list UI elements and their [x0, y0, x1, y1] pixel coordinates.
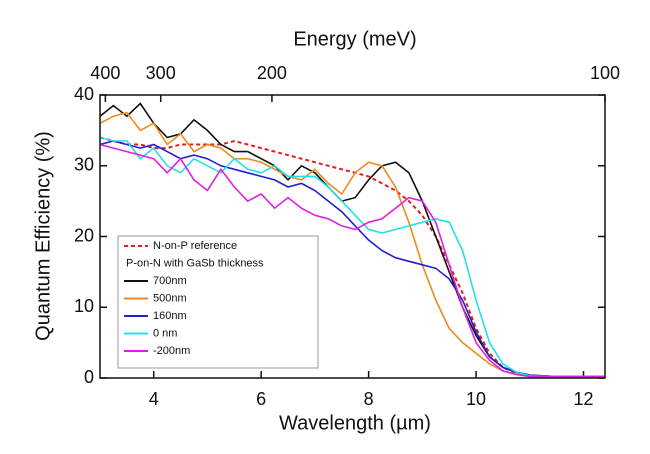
x2-tick-label: 300: [146, 63, 176, 83]
data-line: [99, 136, 605, 378]
legend-label: N-on-P reference: [153, 240, 237, 252]
legend-label: -200nm: [153, 345, 190, 357]
x2-tick-label: 200: [257, 63, 287, 83]
x-tick-label: 10: [466, 389, 486, 409]
legend: N-on-P reference P-on-N with GaSb thickne…: [117, 235, 319, 369]
data-line: [99, 111, 605, 378]
x-tick-label: 8: [364, 389, 374, 409]
y-tick-label: 30: [74, 155, 94, 175]
legend-label: 700nm: [153, 275, 187, 287]
data-line: [99, 136, 605, 378]
x-axis-label: Wavelength (µm): [279, 412, 431, 434]
y-axis-label: Quantum Efficiency (%): [32, 131, 54, 341]
x-tick-label: 12: [573, 389, 593, 409]
y-tick-label: 10: [74, 296, 94, 316]
data-line: [99, 143, 605, 378]
y-tick-label: 20: [74, 225, 94, 245]
x-tick-label: 6: [256, 389, 266, 409]
legend-title: P-on-N with GaSb thickness: [126, 257, 264, 269]
legend-label: 0 nm: [153, 327, 177, 339]
x2-tick-label: 400: [90, 63, 120, 83]
legend-label: 500nm: [153, 292, 187, 304]
legend-box: [117, 235, 319, 369]
data-line: [99, 140, 605, 378]
legend-label: 160nm: [153, 310, 187, 322]
y-tick-label: 0: [84, 367, 94, 387]
plot-frame: [99, 94, 606, 379]
x2-axis-label: Energy (meV): [293, 28, 416, 50]
y-tick-label: 40: [74, 84, 94, 104]
x-tick-label: 4: [149, 389, 159, 409]
x2-tick-label: 100: [590, 63, 620, 83]
